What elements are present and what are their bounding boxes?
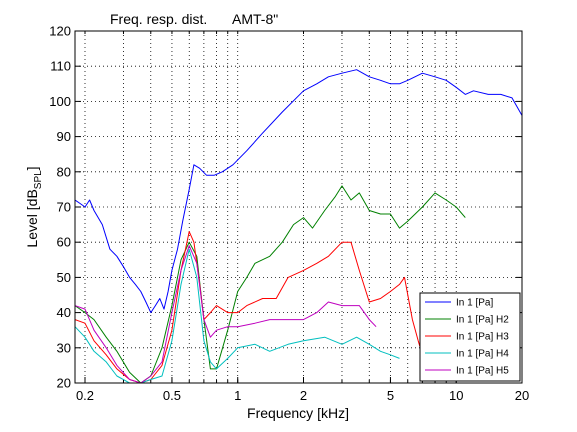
y-tick-label: 100 [49,94,71,109]
x-tick-label: 2 [300,388,307,403]
x-tick-label: 5 [387,388,394,403]
legend: In 1 [Pa] In 1 [Pa] H2 In 1 [Pa] H3 In 1 [P… [419,292,521,382]
y-tick-label: 20 [57,376,71,391]
legend-label-4: In 1 [Pa] H4 [456,349,509,360]
x-tick-label: 10 [449,388,463,403]
legend-label-3: In 1 [Pa] H3 [456,332,509,343]
y-tick-label: 80 [57,164,71,179]
y-axis-label-main: Level [dB [24,189,40,247]
series-line-3 [75,231,423,383]
y-axis-label: Level [dBSPL] [24,166,44,247]
x-axis-label: Frequency [kHz] [247,405,349,421]
y-tick-label: 70 [57,200,71,215]
legend-box [419,292,521,382]
x-tick-label: 0.2 [76,388,94,403]
x-tick-label: 20 [515,388,529,403]
chart-title: Freq. resp. dist. [110,11,207,27]
y-axis-label-end: ] [24,166,40,170]
y-tick-label: 110 [50,59,71,74]
y-tick-label: 90 [57,129,71,144]
y-axis-label-subscript: SPL [33,170,44,189]
x-tick-label: 1 [234,388,241,403]
x-tick-label: 0.5 [163,388,181,403]
legend-label-1: In 1 [Pa] [456,298,493,309]
y-tick-label: 40 [57,305,71,320]
series-group [75,69,522,383]
legend-label-2: In 1 [Pa] H2 [456,315,509,326]
chart-subtitle: AMT-8" [232,11,278,27]
y-tick-label: 120 [49,24,71,39]
legend-label-5: In 1 [Pa] H5 [456,366,509,377]
series-line-4 [75,248,400,383]
series-line-5 [75,245,377,383]
y-tick-label: 60 [57,235,71,250]
series-line-2 [75,185,466,383]
axis-ticks: 0.2 0.5 1 2 5 10 20 20 30 40 50 60 70 80 90 100 110 120 [49,24,529,404]
series-line-1 [75,69,522,314]
y-tick-label: 30 [57,340,71,355]
y-tick-label: 50 [57,270,71,285]
